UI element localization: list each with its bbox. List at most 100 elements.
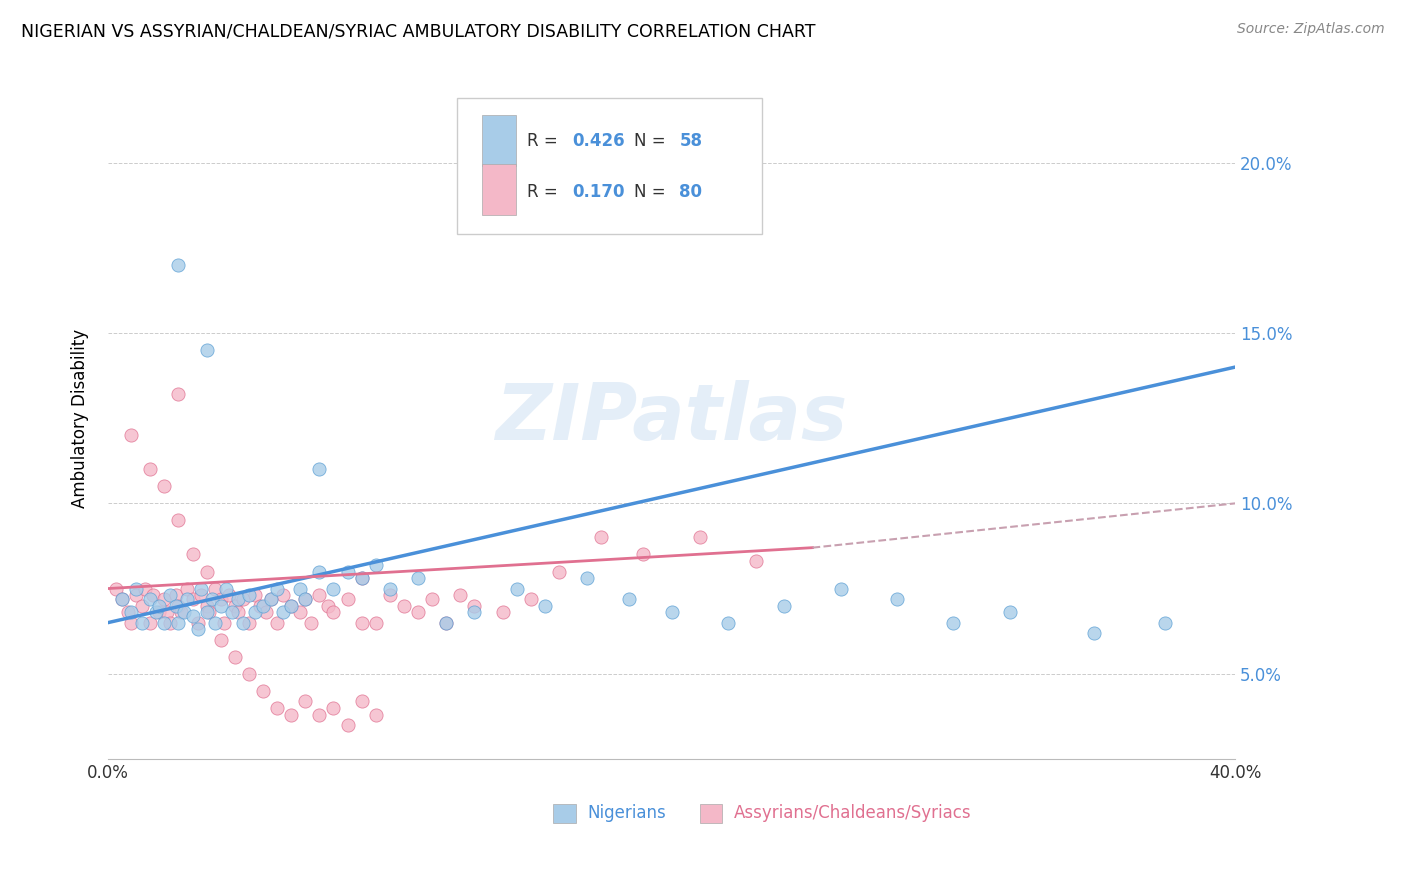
Point bbox=[260, 591, 283, 606]
Point bbox=[254, 606, 277, 620]
Point bbox=[378, 588, 401, 602]
Point bbox=[364, 558, 387, 572]
Point bbox=[249, 599, 271, 613]
Point bbox=[131, 599, 153, 613]
Point bbox=[294, 591, 316, 606]
Point bbox=[434, 615, 457, 630]
Point bbox=[201, 591, 224, 606]
Point bbox=[187, 623, 209, 637]
Point bbox=[633, 548, 655, 562]
Point bbox=[280, 599, 302, 613]
Point bbox=[187, 615, 209, 630]
Point bbox=[153, 479, 176, 493]
Point bbox=[350, 694, 373, 708]
Point bbox=[243, 606, 266, 620]
Point bbox=[392, 599, 415, 613]
Point bbox=[336, 718, 359, 732]
Point bbox=[322, 701, 344, 715]
Point bbox=[209, 632, 232, 647]
Point bbox=[218, 588, 240, 602]
Point bbox=[159, 615, 181, 630]
Point bbox=[204, 582, 226, 596]
Point bbox=[176, 591, 198, 606]
Point bbox=[139, 462, 162, 476]
Point bbox=[745, 554, 768, 568]
Text: 0.170: 0.170 bbox=[572, 183, 624, 201]
Point bbox=[576, 571, 599, 585]
Point bbox=[449, 588, 471, 602]
Point bbox=[111, 591, 134, 606]
Point bbox=[212, 615, 235, 630]
Point bbox=[232, 591, 254, 606]
Point bbox=[336, 591, 359, 606]
Point bbox=[145, 606, 167, 620]
Point bbox=[271, 606, 294, 620]
Point bbox=[148, 599, 170, 613]
Point bbox=[942, 615, 965, 630]
Point bbox=[167, 387, 190, 401]
Point bbox=[280, 707, 302, 722]
Point bbox=[266, 701, 288, 715]
Text: ZIPatlas: ZIPatlas bbox=[495, 380, 848, 456]
Point bbox=[215, 582, 238, 596]
Point bbox=[773, 599, 796, 613]
Point bbox=[271, 588, 294, 602]
Point bbox=[209, 599, 232, 613]
Point bbox=[224, 599, 246, 613]
Text: Assyrians/Chaldeans/Syriacs: Assyrians/Chaldeans/Syriacs bbox=[734, 805, 972, 822]
Point bbox=[195, 565, 218, 579]
Point bbox=[252, 683, 274, 698]
Point bbox=[198, 606, 221, 620]
Text: Nigerians: Nigerians bbox=[588, 805, 666, 822]
Point bbox=[167, 615, 190, 630]
Point bbox=[322, 606, 344, 620]
Point bbox=[350, 571, 373, 585]
Point bbox=[181, 548, 204, 562]
Point bbox=[134, 582, 156, 596]
Point bbox=[547, 565, 569, 579]
Point bbox=[491, 606, 513, 620]
Point bbox=[170, 606, 193, 620]
Point bbox=[117, 606, 139, 620]
Point bbox=[505, 582, 527, 596]
Point bbox=[717, 615, 740, 630]
Point bbox=[266, 615, 288, 630]
Text: R =: R = bbox=[527, 183, 564, 201]
Point bbox=[463, 599, 485, 613]
Point bbox=[190, 588, 212, 602]
Point bbox=[120, 606, 142, 620]
Point bbox=[120, 428, 142, 442]
Point bbox=[378, 582, 401, 596]
Point bbox=[280, 599, 302, 613]
Point bbox=[204, 615, 226, 630]
Y-axis label: Ambulatory Disability: Ambulatory Disability bbox=[72, 328, 89, 508]
Text: 58: 58 bbox=[679, 132, 703, 150]
Text: 0.426: 0.426 bbox=[572, 132, 626, 150]
Point bbox=[195, 343, 218, 357]
Text: 80: 80 bbox=[679, 183, 703, 201]
Text: N =: N = bbox=[634, 132, 671, 150]
Point bbox=[294, 694, 316, 708]
Point bbox=[226, 591, 249, 606]
Point bbox=[190, 582, 212, 596]
Point bbox=[288, 582, 311, 596]
Point bbox=[209, 591, 232, 606]
Point bbox=[886, 591, 908, 606]
Text: R =: R = bbox=[527, 132, 564, 150]
Point bbox=[350, 571, 373, 585]
Point bbox=[142, 588, 165, 602]
Point bbox=[364, 707, 387, 722]
Point bbox=[1083, 625, 1105, 640]
Point bbox=[322, 582, 344, 596]
FancyBboxPatch shape bbox=[700, 804, 723, 823]
Point bbox=[308, 462, 330, 476]
Point bbox=[153, 591, 176, 606]
Point bbox=[120, 615, 142, 630]
Point bbox=[243, 588, 266, 602]
Point bbox=[316, 599, 339, 613]
Point bbox=[294, 591, 316, 606]
FancyBboxPatch shape bbox=[482, 115, 516, 166]
Point bbox=[299, 615, 322, 630]
Point bbox=[463, 606, 485, 620]
Point bbox=[167, 513, 190, 527]
